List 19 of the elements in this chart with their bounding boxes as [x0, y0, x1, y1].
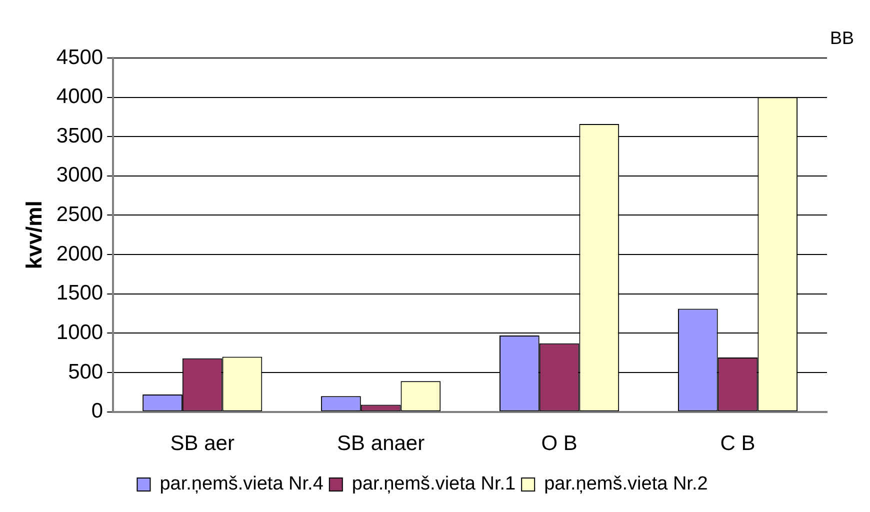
y-tick-label: 3500 — [56, 124, 104, 148]
y-tick-label: 4000 — [56, 85, 104, 108]
y-tick-label: 500 — [68, 360, 104, 384]
y-tick-label: 1500 — [56, 282, 104, 305]
text: BB — [830, 28, 854, 48]
y-tick-label: 2000 — [56, 242, 104, 266]
y-tick-label: 3000 — [56, 164, 104, 187]
y-tick-label: 1000 — [56, 320, 104, 344]
y-tick-label: 4500 — [56, 46, 104, 69]
legend-label: par.ņemš.vieta Nr.1 — [352, 474, 516, 495]
y-tick-label: 2500 — [56, 203, 104, 226]
legend-label: par.ņemš.vieta Nr.4 — [160, 474, 324, 495]
y-axis-title: kvv/ml — [21, 200, 46, 270]
x-tick-label: SB aer — [170, 432, 234, 456]
x-tick-label: C B — [720, 432, 756, 456]
legend-label: par.ņemš.vieta Nr.2 — [544, 474, 708, 495]
x-tick-label: O B — [541, 432, 578, 456]
y-tick-label: 0 — [91, 400, 104, 423]
x-tick-label: SB anaer — [337, 432, 425, 456]
